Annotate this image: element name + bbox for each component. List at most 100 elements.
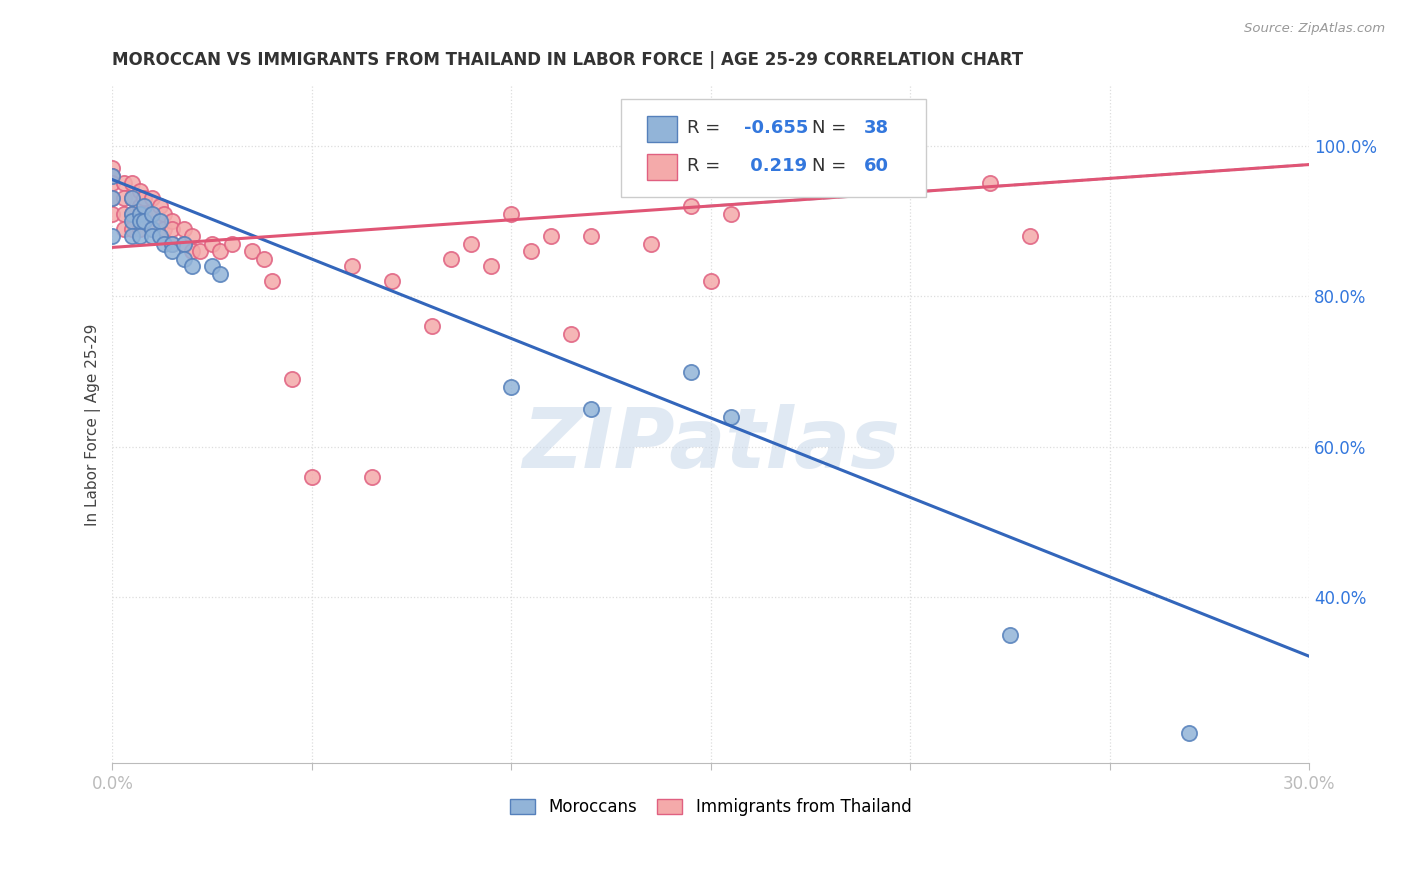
Text: ZIPatlas: ZIPatlas [522, 404, 900, 485]
Point [162, 236, 184, 251]
Point [162, 236, 184, 251]
Point [101, 191, 124, 205]
Point [101, 169, 124, 183]
Point [209, 267, 232, 281]
Point [141, 221, 163, 235]
Point [149, 214, 172, 228]
Point [112, 177, 135, 191]
Text: 60: 60 [863, 157, 889, 175]
Point [173, 221, 195, 235]
Point [173, 236, 195, 251]
Point [173, 252, 195, 266]
Point [134, 214, 156, 228]
Point [501, 379, 523, 393]
Y-axis label: In Labor Force | Age 25-29: In Labor Force | Age 25-29 [86, 323, 101, 525]
Point [560, 326, 582, 341]
Point [201, 259, 224, 273]
Point [101, 161, 124, 176]
Point [129, 214, 152, 228]
Point [501, 206, 523, 220]
Point [101, 169, 124, 183]
Point [520, 244, 543, 259]
Point [134, 206, 156, 220]
Point [173, 236, 195, 251]
Point [340, 259, 363, 273]
Point [101, 206, 124, 220]
Point [153, 221, 176, 235]
Point [121, 191, 143, 205]
Legend: Moroccans, Immigrants from Thailand: Moroccans, Immigrants from Thailand [503, 791, 918, 822]
Text: R =: R = [686, 120, 725, 137]
Point [121, 206, 143, 220]
Point [121, 221, 143, 235]
Point [260, 274, 283, 288]
Point [720, 409, 742, 424]
Point [221, 236, 243, 251]
Text: -0.655: -0.655 [744, 120, 808, 137]
Point [129, 184, 152, 198]
Point [181, 244, 204, 259]
Point [141, 221, 163, 235]
Point [121, 177, 143, 191]
Point [998, 628, 1021, 642]
Point [121, 206, 143, 220]
Point [149, 214, 172, 228]
Point [181, 259, 204, 273]
Point [149, 229, 172, 244]
FancyBboxPatch shape [621, 99, 927, 197]
Point [640, 236, 662, 251]
Point [153, 236, 176, 251]
Point [134, 191, 156, 205]
Point [129, 199, 152, 213]
Point [112, 221, 135, 235]
Text: N =: N = [813, 157, 852, 175]
Point [129, 206, 152, 220]
Point [101, 177, 124, 191]
Point [440, 252, 463, 266]
Point [134, 199, 156, 213]
FancyBboxPatch shape [647, 154, 678, 179]
Point [129, 229, 152, 244]
Point [209, 244, 232, 259]
Point [129, 221, 152, 235]
Point [1178, 726, 1201, 740]
Point [112, 191, 135, 205]
Text: Source: ZipAtlas.com: Source: ZipAtlas.com [1244, 22, 1385, 36]
Point [121, 214, 143, 228]
FancyBboxPatch shape [647, 116, 678, 142]
Point [141, 229, 163, 244]
Point [381, 274, 404, 288]
Point [188, 244, 211, 259]
Point [101, 191, 124, 205]
Point [540, 229, 562, 244]
Point [162, 221, 184, 235]
Point [121, 229, 143, 244]
Text: 38: 38 [863, 120, 889, 137]
Point [253, 252, 276, 266]
Point [479, 259, 502, 273]
Point [153, 206, 176, 220]
Point [579, 402, 602, 417]
Point [141, 206, 163, 220]
Point [301, 470, 323, 484]
Point [360, 470, 382, 484]
Point [979, 177, 1001, 191]
Point [420, 319, 443, 334]
Text: N =: N = [813, 120, 852, 137]
Point [181, 229, 204, 244]
Point [460, 236, 482, 251]
Point [112, 206, 135, 220]
Text: 0.219: 0.219 [744, 157, 807, 175]
Point [679, 199, 702, 213]
Point [281, 372, 304, 386]
Point [121, 191, 143, 205]
Point [240, 244, 263, 259]
Point [141, 206, 163, 220]
Point [579, 229, 602, 244]
Point [162, 214, 184, 228]
Text: R =: R = [686, 157, 725, 175]
Point [679, 365, 702, 379]
Point [162, 244, 184, 259]
Point [149, 199, 172, 213]
Point [720, 206, 742, 220]
